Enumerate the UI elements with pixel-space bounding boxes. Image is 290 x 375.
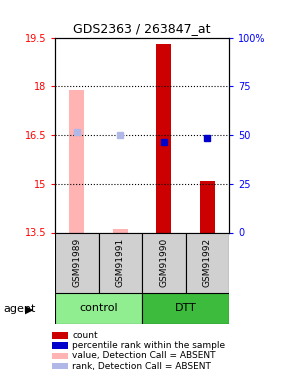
FancyBboxPatch shape	[55, 292, 142, 324]
FancyBboxPatch shape	[142, 232, 186, 292]
Text: rank, Detection Call = ABSENT: rank, Detection Call = ABSENT	[72, 362, 211, 370]
Text: GSM91990: GSM91990	[159, 238, 168, 287]
Text: ▶: ▶	[25, 304, 33, 314]
Text: count: count	[72, 331, 98, 340]
Text: GSM91989: GSM91989	[72, 238, 81, 287]
Bar	[156, 44, 171, 232]
Title: GDS2363 / 263847_at: GDS2363 / 263847_at	[73, 22, 211, 35]
FancyBboxPatch shape	[186, 232, 229, 292]
Bar	[200, 180, 215, 232]
Text: GSM91991: GSM91991	[116, 238, 125, 287]
Text: DTT: DTT	[175, 303, 197, 313]
Bar	[113, 229, 128, 232]
Text: GSM91992: GSM91992	[203, 238, 212, 287]
Text: percentile rank within the sample: percentile rank within the sample	[72, 341, 226, 350]
FancyBboxPatch shape	[99, 232, 142, 292]
FancyBboxPatch shape	[142, 292, 229, 324]
Bar	[69, 90, 84, 232]
Text: control: control	[79, 303, 118, 313]
Text: value, Detection Call = ABSENT: value, Detection Call = ABSENT	[72, 351, 216, 360]
Text: agent: agent	[3, 304, 35, 314]
FancyBboxPatch shape	[55, 232, 99, 292]
